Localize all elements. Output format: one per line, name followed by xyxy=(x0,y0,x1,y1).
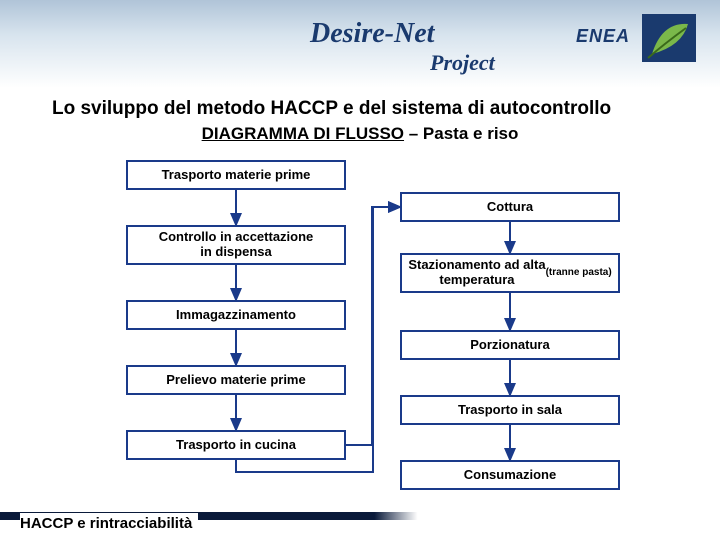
flow-node: Trasporto in cucina xyxy=(126,430,346,460)
page-subtitle: DIAGRAMMA DI FLUSSO – Pasta e riso xyxy=(0,124,720,144)
logo-main: Desire-Net xyxy=(310,18,434,50)
subtitle-underlined: DIAGRAMMA DI FLUSSO xyxy=(202,124,404,143)
flow-node: Porzionatura xyxy=(400,330,620,360)
flow-node: Cottura xyxy=(400,192,620,222)
leaf-icon xyxy=(642,14,696,62)
flow-node: Trasporto in sala xyxy=(400,395,620,425)
flow-node: Immagazzinamento xyxy=(126,300,346,330)
flow-node: Trasporto materie prime xyxy=(126,160,346,190)
enea-logo: ENEA xyxy=(576,26,630,47)
flow-node: Prelievo materie prime xyxy=(126,365,346,395)
flow-node: Consumazione xyxy=(400,460,620,490)
flow-node: Controllo in accettazionein dispensa xyxy=(126,225,346,265)
flow-node: Stazionamento ad altatemperatura (tranne… xyxy=(400,253,620,293)
logo-sub: Project xyxy=(430,50,495,76)
footer-text: HACCP e rintracciabilità xyxy=(20,513,198,534)
page-title: Lo sviluppo del metodo HACCP e del siste… xyxy=(52,98,700,120)
subtitle-rest: – Pasta e riso xyxy=(404,124,518,143)
header-banner: Desire-Net Project ENEA xyxy=(0,0,720,88)
